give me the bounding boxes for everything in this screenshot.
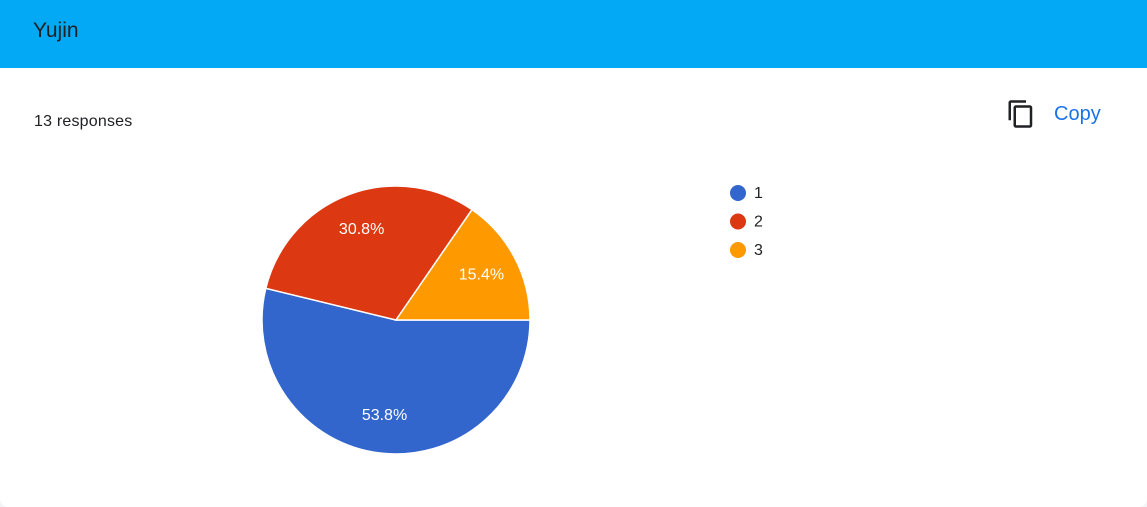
legend-marker [730,213,746,230]
pie-slice [264,185,474,321]
header-bar: Yujin [0,0,1147,68]
slice-label: 53.8% [362,407,407,424]
legend-label: 2 [754,214,763,231]
slice-label: 30.8% [339,221,384,238]
copy-button[interactable]: Copy [1006,96,1101,132]
legend-marker [730,185,746,201]
slice-label: 15.4% [459,266,504,283]
copy-label[interactable]: Copy [1054,102,1101,125]
legend-marker [730,242,746,258]
pie-slice [394,208,531,321]
pie-chart: 53.8% 30.8% 15.4% 1 2 3 [261,185,763,455]
question-title: Yujin [33,19,79,42]
legend-label: 3 [754,242,763,259]
pie-slice [261,287,531,455]
response-count: 13 responses [34,113,133,130]
legend-label: 1 [754,185,763,202]
copy-icon [1008,100,1033,128]
